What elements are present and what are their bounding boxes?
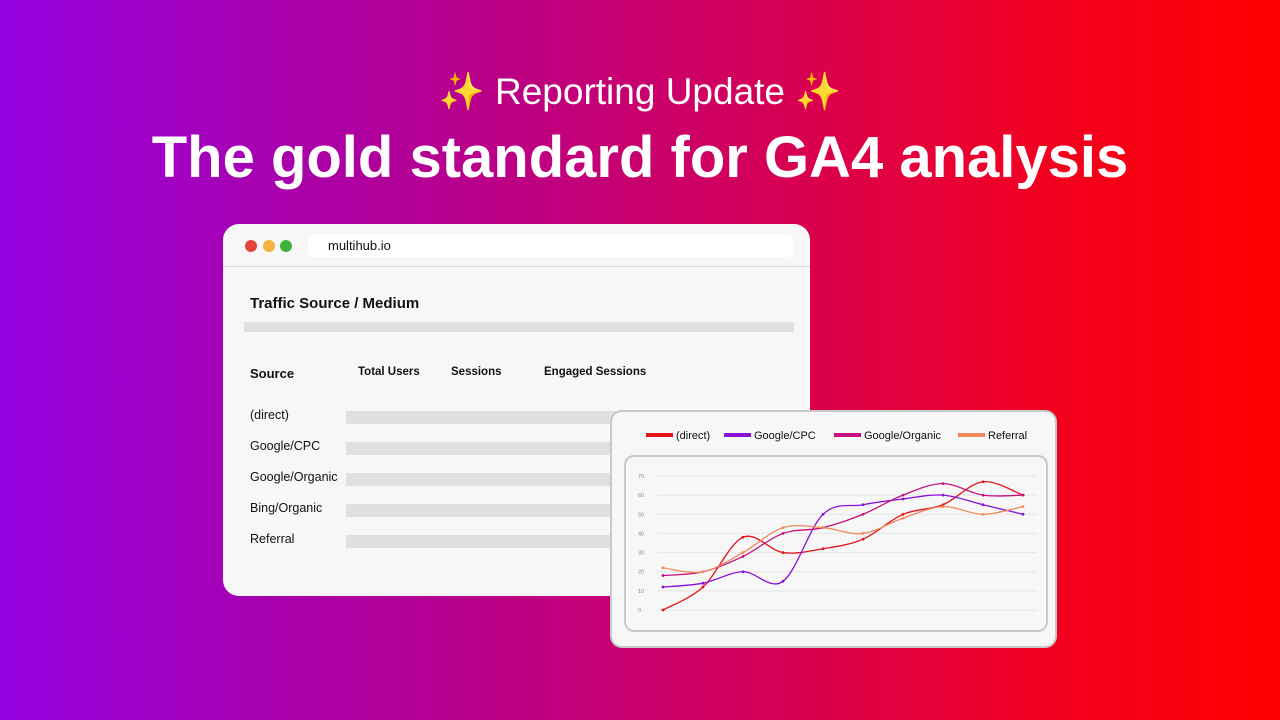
sparkles-icon: ✨ [795, 71, 842, 112]
data-point [1021, 505, 1025, 509]
y-tick-label: 50 [638, 512, 644, 518]
legend-label: Google/CPC [754, 430, 816, 442]
page-title: The gold standard for GA4 analysis [151, 125, 1129, 190]
data-point [861, 512, 865, 516]
legend-label: Google/Organic [864, 430, 942, 442]
data-point [821, 547, 825, 551]
data-point [821, 512, 825, 516]
address-bar[interactable]: multihub.io [308, 235, 794, 257]
legend-label: Referral [988, 430, 1028, 442]
table-row-bar [346, 535, 646, 548]
maximize-window-dot[interactable] [280, 240, 292, 252]
data-point [741, 535, 745, 539]
y-tick-label: 60 [638, 493, 644, 499]
data-point [981, 512, 985, 516]
plot-area: 0 10 20 30 40 50 60 70 [624, 455, 1048, 632]
legend-swatch [646, 433, 673, 438]
data-point [941, 503, 945, 507]
legend-item-referral: Referral [958, 430, 1027, 442]
subtitle: ✨ Reporting Update ✨ [0, 68, 1280, 116]
data-point [861, 537, 865, 541]
data-point [741, 551, 745, 554]
data-point [861, 532, 865, 535]
data-point [981, 480, 985, 484]
y-tick-label: 70 [638, 474, 644, 480]
data-point [661, 585, 665, 589]
report-title: Traffic Source / Medium [250, 295, 420, 312]
table-row-label: Referral [250, 532, 295, 546]
close-window-dot[interactable] [245, 240, 257, 252]
y-tick-label: 0 [638, 608, 641, 614]
title-placeholder-bar [244, 322, 794, 332]
data-point [1021, 493, 1025, 497]
column-header-source: Source [250, 366, 295, 381]
legend-label: (direct) [676, 430, 711, 442]
data-point [821, 526, 825, 530]
table-row-label: Google/Organic [250, 470, 338, 484]
column-header-sessions: Sessions [451, 366, 502, 378]
table-row-bar [346, 473, 646, 486]
series-line [662, 505, 1024, 573]
data-point [781, 526, 785, 530]
table-row-bar [346, 442, 646, 455]
minimize-window-dot[interactable] [263, 240, 275, 252]
chart-card: (direct) Google/CPC Google/Organic Refer… [610, 410, 1057, 648]
table-row-label: Bing/Organic [250, 501, 323, 515]
legend-item-google-cpc: Google/CPC [724, 430, 816, 442]
table-row-label: (direct) [250, 408, 289, 422]
data-point [941, 482, 945, 486]
y-tick-label: 30 [638, 551, 644, 557]
data-point [981, 503, 985, 507]
data-point [781, 532, 785, 535]
legend-item-direct: (direct) [646, 430, 710, 442]
sparkles-icon: ✨ [438, 71, 485, 112]
column-header-engaged-sessions: Engaged Sessions [544, 366, 647, 378]
data-point [701, 581, 705, 585]
table-row-bar [346, 504, 646, 517]
data-point [741, 555, 745, 558]
data-point [861, 503, 865, 507]
y-tick-label: 10 [638, 589, 644, 595]
line-chart: 0 10 20 30 40 50 60 70 [638, 474, 1037, 614]
data-point [661, 574, 665, 577]
data-point [781, 551, 785, 554]
data-point [701, 570, 705, 574]
legend-item-google-organic: Google/Organic [834, 430, 941, 442]
data-point [941, 493, 945, 497]
data-point [1021, 512, 1025, 516]
legend-swatch [724, 433, 751, 438]
y-tick-label: 20 [638, 570, 644, 576]
series-line [662, 483, 1024, 577]
table-row-label: Google/CPC [250, 439, 321, 453]
data-point [901, 516, 905, 520]
data-point [781, 579, 785, 583]
data-point [701, 585, 705, 589]
legend-swatch [834, 433, 861, 438]
data-point [901, 497, 905, 501]
series-line [662, 481, 1024, 611]
browser-toolbar: multihub.io [223, 224, 810, 267]
data-point [741, 570, 745, 574]
data-point [661, 566, 665, 570]
data-point [981, 493, 985, 497]
data-point [941, 505, 945, 509]
series-line [662, 494, 1024, 588]
subtitle-text: Reporting Update [494, 71, 786, 112]
data-point [901, 493, 905, 497]
data-point [661, 608, 665, 612]
y-tick-label: 40 [638, 531, 644, 537]
table-row-bar [346, 411, 646, 424]
legend-swatch [958, 433, 985, 438]
column-header-total-users: Total Users [358, 366, 420, 378]
data-point [901, 512, 905, 516]
